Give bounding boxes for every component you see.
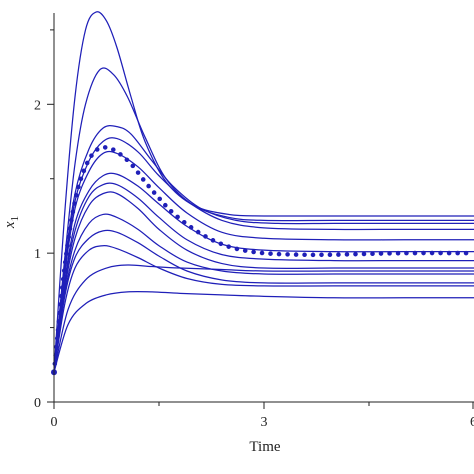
series-line-7 [53, 182, 474, 373]
series-line-1 [53, 11, 474, 373]
series-line-10 [53, 229, 474, 373]
x-tick-label: 6 [470, 415, 474, 430]
y-axis-title: x1 [2, 216, 21, 229]
series-line-2 [53, 67, 474, 373]
series-line-9 [53, 213, 474, 373]
series-line-8 [53, 191, 474, 373]
x-tick-label: 0 [51, 415, 58, 430]
plot-area [51, 11, 474, 376]
y-axis-title-subscript: 1 [9, 216, 21, 222]
y-tick-label: 0 [34, 396, 41, 411]
x-tick-label: 3 [261, 415, 268, 430]
series-line-5 [53, 150, 474, 373]
y-tick-label: 1 [34, 247, 41, 262]
series-line-6 [53, 172, 474, 373]
series-line-dotted [51, 145, 474, 375]
axes: 0 1 2 0 3 6 [34, 13, 474, 430]
series-line-4 [53, 137, 474, 373]
y-tick-label: 2 [34, 98, 41, 113]
series-line-11 [53, 245, 474, 373]
series-line-13 [53, 290, 474, 373]
y-axis-title-main: x [2, 221, 18, 229]
x-axis-title: Time [249, 439, 280, 455]
series-line-12 [53, 264, 474, 373]
